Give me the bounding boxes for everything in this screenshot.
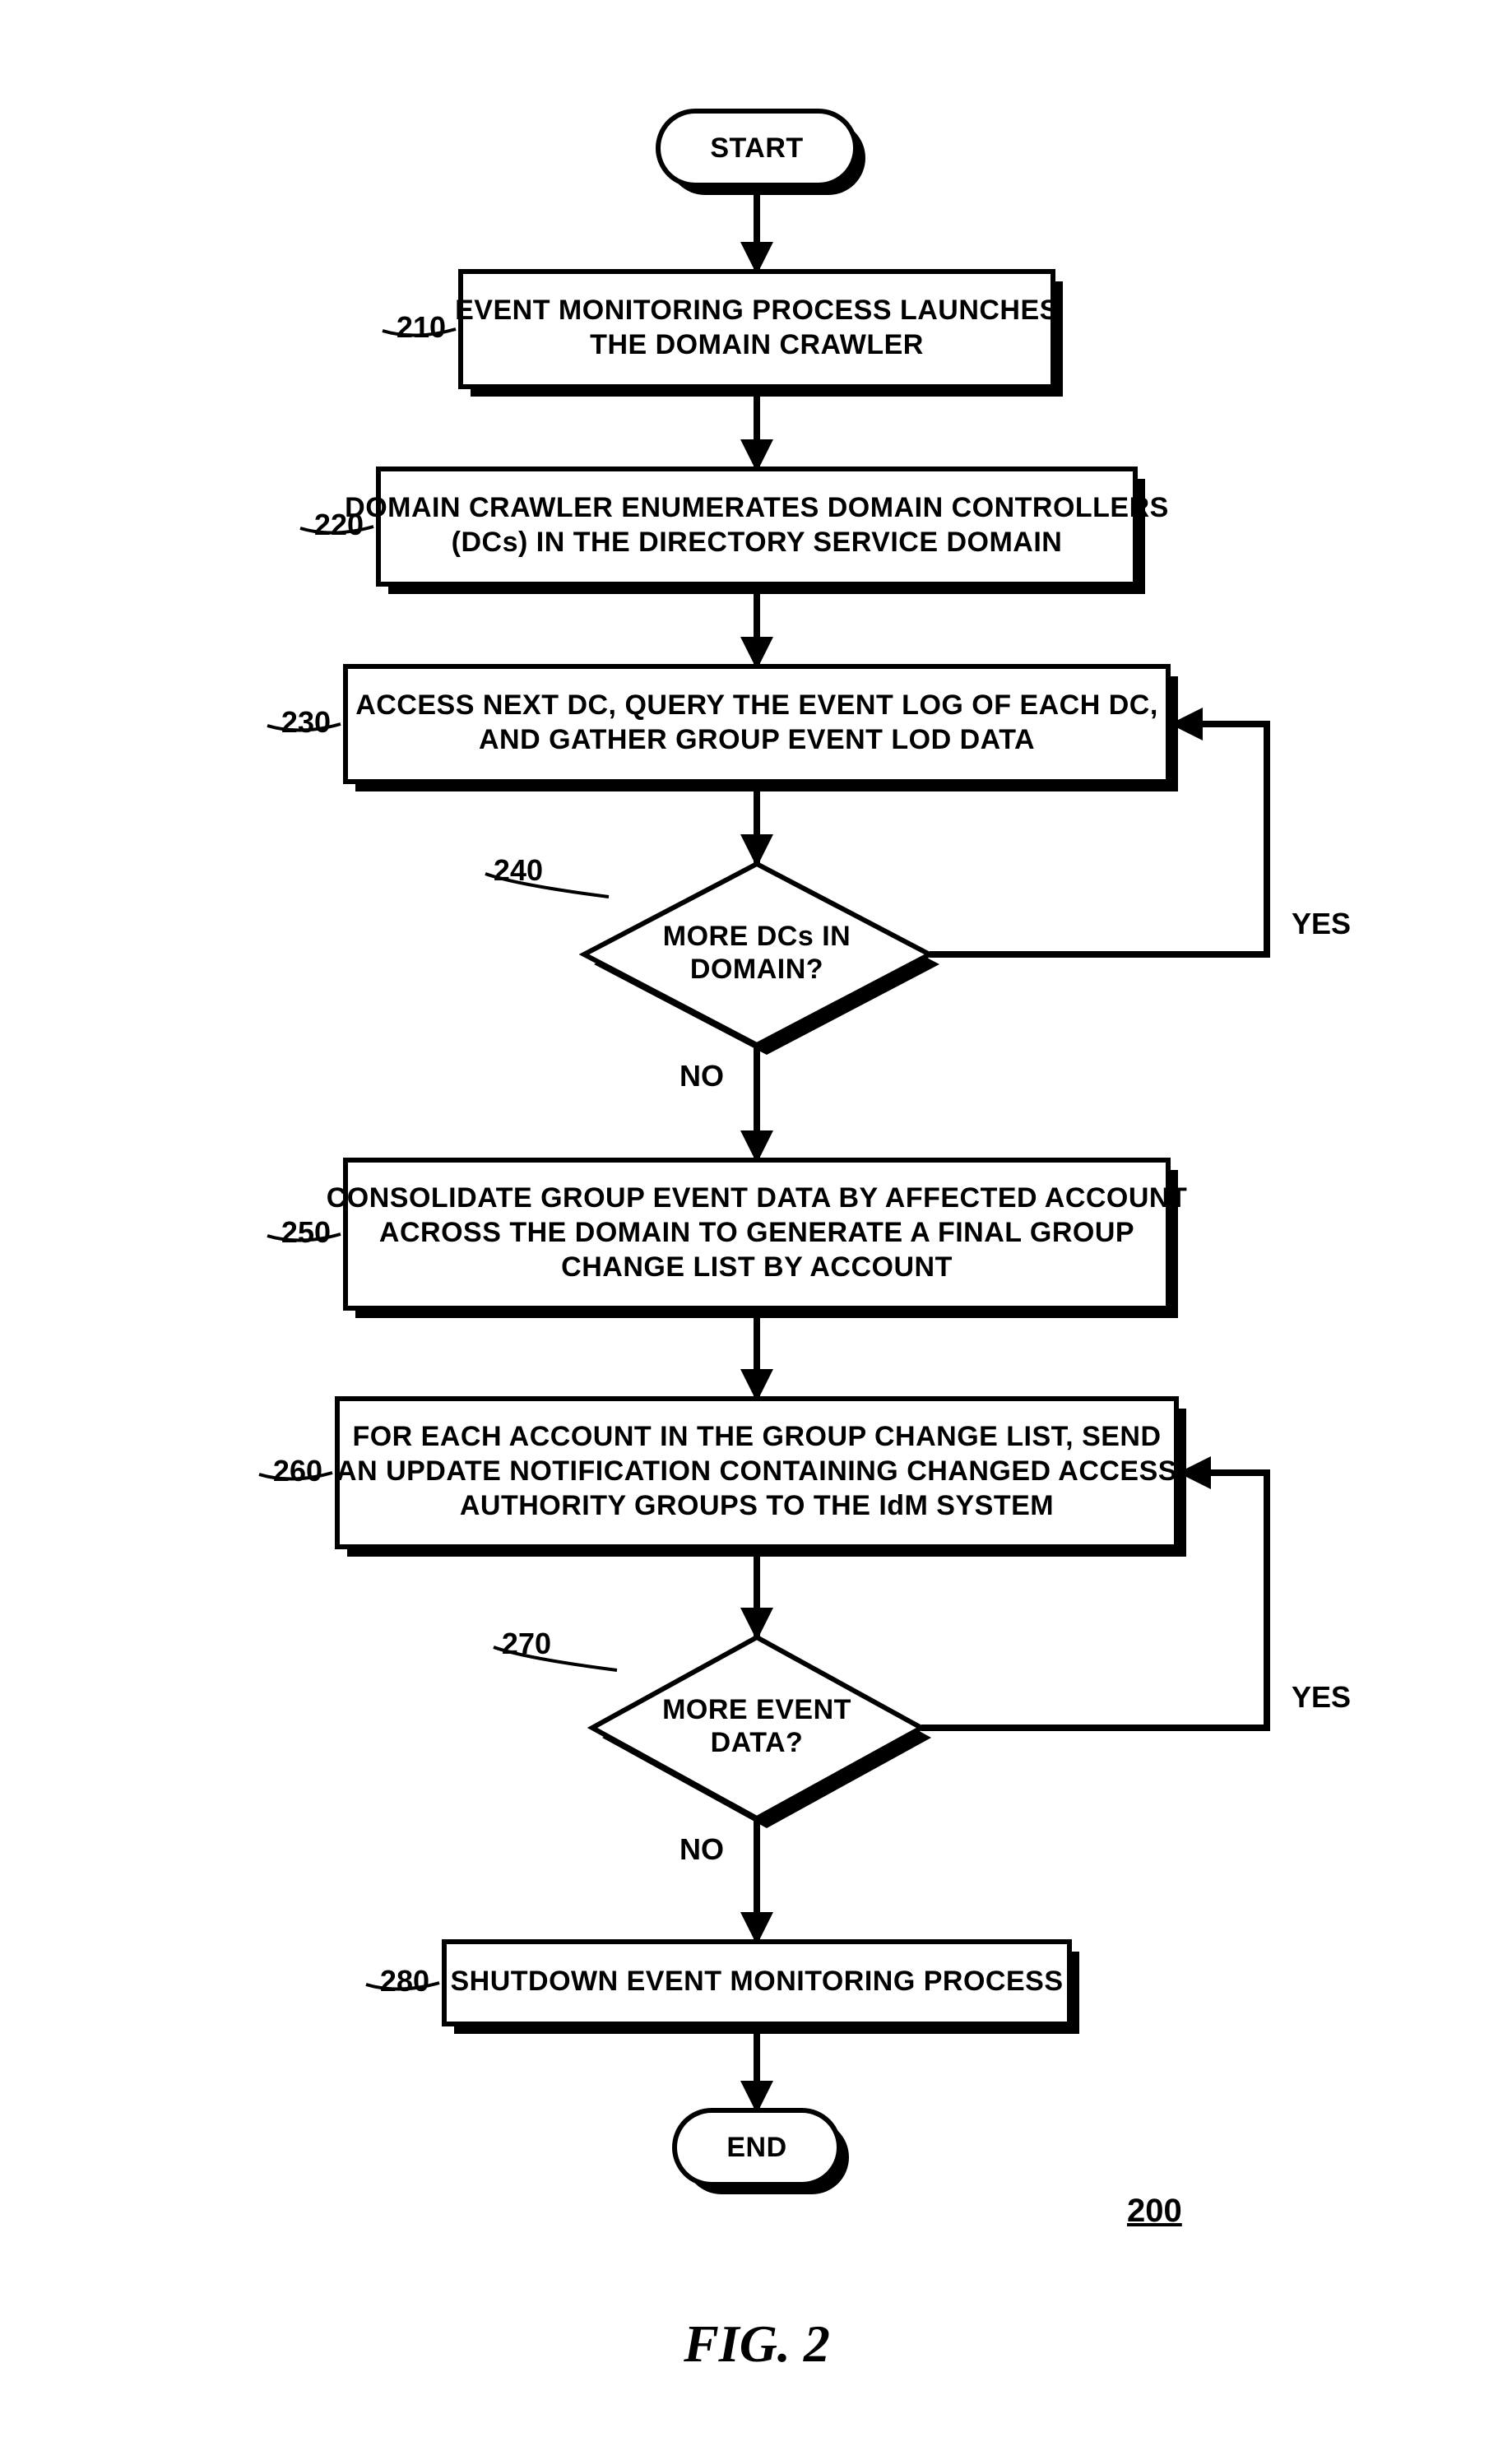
svg-text:THE DOMAIN CRAWLER: THE DOMAIN CRAWLER	[590, 329, 924, 360]
decision-node-240: MORE DCs INDOMAIN?240	[485, 853, 939, 1055]
svg-text:ACCESS NEXT DC, QUERY THE EVEN: ACCESS NEXT DC, QUERY THE EVENT LOG OF E…	[355, 689, 1158, 721]
svg-text:AND GATHER GROUP EVENT LOD DAT: AND GATHER GROUP EVENT LOD DATA	[479, 724, 1035, 755]
edge: NO	[679, 1818, 757, 1942]
svg-text:SHUTDOWN EVENT MONITORING PROC: SHUTDOWN EVENT MONITORING PROCESS	[450, 1966, 1063, 1997]
svg-text:MORE DCs IN: MORE DCs IN	[663, 921, 851, 952]
process-node-210: EVENT MONITORING PROCESS LAUNCHESTHE DOM…	[383, 272, 1063, 397]
svg-text:230: 230	[281, 705, 331, 739]
figure-ref-number: 200	[1127, 2193, 1182, 2229]
svg-text:CONSOLIDATE GROUP EVENT DATA B: CONSOLIDATE GROUP EVENT DATA BY AFFECTED…	[327, 1182, 1188, 1214]
svg-text:CHANGE LIST BY ACCOUNT: CHANGE LIST BY ACCOUNT	[561, 1251, 953, 1283]
svg-text:210: 210	[397, 310, 446, 344]
process-node-230: ACCESS NEXT DC, QUERY THE EVENT LOG OF E…	[267, 666, 1178, 791]
svg-text:DATA?: DATA?	[711, 1727, 804, 1758]
flowchart-figure: NO YES NO YES START EVENT MONITORING PROCESS…	[0, 0, 1512, 2451]
process-node-280: SHUTDOWN EVENT MONITORING PROCESS 280	[366, 1942, 1079, 2034]
terminator-node: START	[658, 111, 865, 195]
svg-text:NO: NO	[679, 1059, 724, 1093]
process-node-250: CONSOLIDATE GROUP EVENT DATA BY AFFECTED…	[267, 1160, 1187, 1318]
svg-text:AN UPDATE NOTIFICATION CONTAIN: AN UPDATE NOTIFICATION CONTAINING CHANGE…	[336, 1455, 1177, 1487]
svg-text:(DCs) IN THE DIRECTORY SERVICE: (DCs) IN THE DIRECTORY SERVICE DOMAIN	[452, 527, 1063, 558]
terminator-node: END	[675, 2110, 849, 2194]
svg-text:YES: YES	[1292, 1680, 1351, 1714]
edge: NO	[679, 1045, 757, 1160]
decision-node-270: MORE EVENTDATA?270	[494, 1627, 931, 1828]
svg-text:280: 280	[380, 1964, 429, 1998]
svg-text:START: START	[710, 132, 803, 164]
svg-text:EVENT MONITORING PROCESS LAUNC: EVENT MONITORING PROCESS LAUNCHES	[455, 295, 1059, 326]
svg-text:FOR EACH ACCOUNT IN THE GROUP: FOR EACH ACCOUNT IN THE GROUP CHANGE LIS…	[352, 1421, 1161, 1452]
svg-text:ACROSS THE DOMAIN TO GENERATE: ACROSS THE DOMAIN TO GENERATE A FINAL GR…	[379, 1217, 1134, 1248]
svg-text:AUTHORITY GROUPS TO THE IdM SY: AUTHORITY GROUPS TO THE IdM SYSTEM	[460, 1490, 1054, 1521]
svg-text:MORE EVENT: MORE EVENT	[662, 1694, 851, 1725]
figure-caption: FIG. 2	[683, 2314, 830, 2373]
svg-text:250: 250	[281, 1215, 331, 1249]
process-node-260: FOR EACH ACCOUNT IN THE GROUP CHANGE LIS…	[259, 1399, 1186, 1557]
svg-text:YES: YES	[1292, 907, 1351, 940]
svg-text:DOMAIN?: DOMAIN?	[690, 954, 823, 985]
svg-text:260: 260	[273, 1454, 322, 1488]
process-node-220: DOMAIN CRAWLER ENUMERATES DOMAIN CONTROL…	[300, 469, 1169, 594]
svg-text:NO: NO	[679, 1832, 724, 1866]
svg-text:DOMAIN CRAWLER ENUMERATES DOMA: DOMAIN CRAWLER ENUMERATES DOMAIN CONTROL…	[345, 492, 1169, 523]
svg-text:END: END	[726, 2132, 786, 2163]
svg-text:220: 220	[314, 508, 364, 541]
